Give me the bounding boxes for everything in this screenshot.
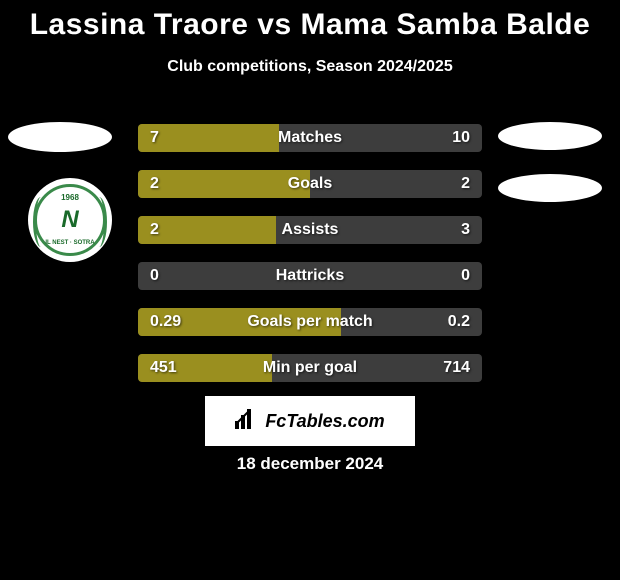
stat-row: 7Matches10 [138,124,482,152]
player-left-avatar-placeholder [8,122,112,152]
stat-label: Min per goal [138,354,482,382]
fctables-label: FcTables.com [265,411,384,432]
stat-label: Goals [138,170,482,198]
stat-row: 451Min per goal714 [138,354,482,382]
club-badge-inner: 1968 N IL NEST · SOTRA [34,184,106,256]
date-label: 18 december 2024 [0,454,620,474]
stat-value-right: 0 [461,262,470,290]
fctables-banner: FcTables.com [205,396,415,446]
stat-row: 0.29Goals per match0.2 [138,308,482,336]
club-badge: 1968 N IL NEST · SOTRA [28,178,112,262]
page-title: Lassina Traore vs Mama Samba Balde [0,0,620,42]
stat-row: 2Assists3 [138,216,482,244]
stat-value-right: 714 [443,354,470,382]
subtitle: Club competitions, Season 2024/2025 [0,58,620,76]
stat-label: Goals per match [138,308,482,336]
stat-value-right: 0.2 [448,308,470,336]
stat-label: Hattricks [138,262,482,290]
player-right-avatar-placeholder-1 [498,122,602,150]
stat-label: Assists [138,216,482,244]
stat-row: 2Goals2 [138,170,482,198]
player-right-avatar-placeholder-2 [498,174,602,202]
club-badge-letter: N [61,206,78,234]
stat-value-right: 2 [461,170,470,198]
stat-label: Matches [138,124,482,152]
stat-value-right: 10 [452,124,470,152]
fctables-logo-icon [235,409,259,434]
stats-panel: 7Matches102Goals22Assists30Hattricks00.2… [138,124,482,400]
club-badge-text: IL NEST · SOTRA [45,240,94,246]
club-badge-year: 1968 [61,193,79,202]
stat-value-right: 3 [461,216,470,244]
stat-row: 0Hattricks0 [138,262,482,290]
